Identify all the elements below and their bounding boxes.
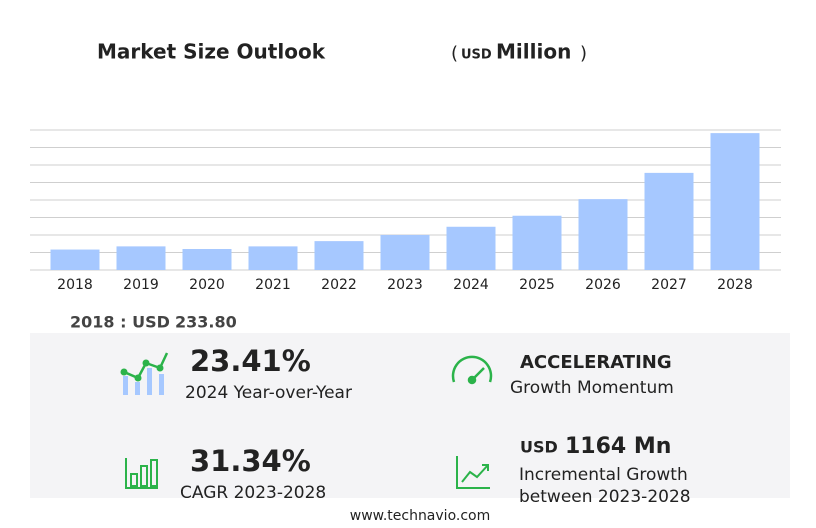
momentum-label: Growth Momentum — [510, 378, 674, 398]
bar — [578, 199, 628, 270]
bar — [50, 249, 100, 270]
x-tick-label: 2021 — [255, 277, 291, 293]
increment-icon — [456, 456, 490, 489]
bar — [182, 249, 232, 270]
bar — [644, 172, 694, 270]
bar — [314, 241, 364, 270]
x-tick-label: 2018 — [57, 277, 93, 293]
x-tick-label: 2024 — [453, 277, 489, 293]
cagr-label: CAGR 2023-2028 — [180, 483, 326, 503]
cagr-value: 31.34% — [190, 444, 311, 478]
yoy-label: 2024 Year-over-Year — [185, 383, 352, 403]
increment-label: between 2023-2028 — [519, 487, 691, 507]
bar — [248, 246, 298, 270]
increment-value: 1164 Mn — [565, 434, 671, 459]
x-tick-label: 2023 — [387, 277, 423, 293]
x-tick-label: 2019 — [123, 277, 159, 293]
x-tick-label: 2020 — [189, 277, 225, 293]
yoy-value: 23.41% — [190, 344, 311, 378]
title-paren: ( — [451, 43, 458, 64]
cagr-icon — [125, 458, 158, 489]
bar — [710, 133, 760, 270]
title-paren: ) — [580, 43, 587, 64]
x-tick-label: 2028 — [717, 277, 753, 293]
bar — [446, 226, 496, 270]
yoy-icon — [120, 352, 169, 395]
x-tick-label: 2025 — [519, 277, 555, 293]
increment-currency: USD — [520, 438, 558, 457]
chart-title: Market Size Outlook — [97, 40, 326, 64]
base-label: 2018 : USD — [70, 313, 170, 332]
bar — [512, 215, 562, 270]
momentum-icon — [451, 355, 493, 385]
footer: www.technavio.com — [350, 508, 491, 524]
increment-label: Incremental Growth — [519, 465, 688, 485]
momentum-value: ACCELERATING — [520, 352, 672, 373]
title-unit: Million — [496, 40, 571, 64]
bar — [380, 234, 430, 270]
base-value: 233.80 — [175, 313, 237, 332]
title-currency: USD — [461, 48, 492, 63]
x-tick-label: 2027 — [651, 277, 687, 293]
plot: 2018 2019 2020 2021 2022 2023 2024 2025 2026 2027… — [30, 129, 781, 293]
x-tick-label: 2022 — [321, 277, 357, 293]
x-tick-label: 2026 — [585, 277, 621, 293]
bar — [116, 246, 166, 270]
